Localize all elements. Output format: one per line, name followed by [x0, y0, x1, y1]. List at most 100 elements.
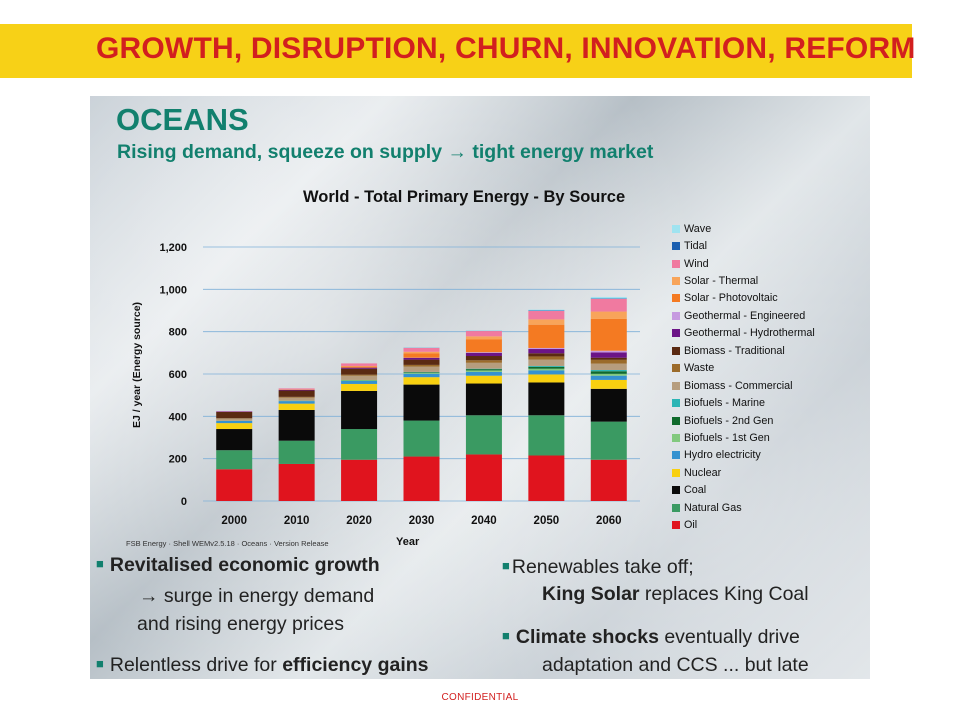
legend-label: Wave	[684, 222, 712, 235]
bar-segment	[278, 409, 315, 441]
bar-segment	[465, 415, 502, 455]
bar-segment	[403, 351, 440, 354]
bullet-square-icon: ■	[502, 558, 510, 573]
bar-segment	[590, 363, 627, 370]
energy-bar-chart: 0 200 400 600 800 1,000 1,200 2000 2010 2020 2030 2…	[131, 242, 640, 548]
legend-swatch	[672, 224, 680, 233]
bar-segment	[528, 370, 565, 375]
x-axis-label: Year	[396, 536, 420, 548]
bullet-efficiency-text: Relentless drive for	[109, 654, 283, 676]
legend-swatch	[672, 521, 680, 530]
bar-segment	[216, 429, 253, 451]
x-tick-label: 2050	[534, 515, 560, 527]
bar-segment	[465, 375, 502, 384]
climate-shocks-rest: eventually drive	[658, 626, 800, 648]
chart-source-note: FSB Energy · Shell WEMv2.5.18 · Oceans ·…	[126, 539, 329, 548]
bar-segment	[528, 347, 565, 350]
legend-swatch	[672, 468, 680, 477]
bar-segment	[590, 375, 627, 380]
bar-segment	[403, 377, 440, 385]
legend-item: Geothermal - Engineered	[672, 307, 815, 324]
bullet-growth-line2: → surge in energy demand	[139, 585, 375, 607]
bar-segment	[278, 396, 315, 398]
legend-label: Nuclear	[684, 466, 722, 479]
bar-segment	[278, 463, 315, 501]
bar-segment	[403, 372, 440, 373]
legend-label: Biomass - Traditional	[684, 344, 785, 357]
bar-segment	[465, 370, 502, 372]
y-tick-label: 1,200	[159, 242, 187, 254]
bullet-growth-bold: Revitalised economic growth	[109, 554, 380, 576]
legend-label: Geothermal - Hydrothermal	[684, 327, 815, 340]
bar-segment	[590, 459, 627, 501]
king-solar-bold: King Solar	[542, 583, 640, 605]
bar-segment	[216, 469, 253, 501]
legend-swatch	[672, 451, 680, 460]
bar-segment	[590, 421, 627, 460]
bar-segment	[590, 298, 627, 312]
bar-segment	[341, 366, 378, 368]
bar-segment	[216, 411, 253, 419]
legend-swatch	[672, 503, 680, 512]
bar-segment	[465, 339, 502, 353]
scenario-subtitle: Rising demand, squeeze on supply → tight…	[117, 141, 654, 163]
bar-segment	[465, 360, 502, 363]
bar-segment	[216, 450, 253, 470]
bar-segment	[278, 388, 315, 390]
legend-label: Geothermal - Engineered	[684, 309, 806, 322]
bar-segment	[528, 455, 565, 501]
bar-segment	[528, 310, 565, 320]
bar-segment	[590, 388, 627, 422]
legend-swatch	[672, 416, 680, 425]
x-tick-label: 2030	[409, 515, 435, 527]
legend-item: Solar - Thermal	[672, 272, 815, 289]
king-solar-rest: replaces King Coal	[639, 583, 809, 605]
legend-item: Tidal	[672, 237, 815, 254]
bar-segment	[590, 369, 627, 372]
bar-segment	[341, 374, 378, 376]
legend-item: Waste	[672, 360, 815, 377]
bar-segment	[590, 296, 627, 299]
bar-segment	[465, 352, 502, 357]
bar-segment	[403, 359, 440, 365]
bar-segment	[590, 379, 627, 389]
bar-segment	[341, 429, 378, 460]
bar-segment	[216, 418, 253, 421]
legend-swatch	[672, 364, 680, 373]
legend-label: Hydro electricity	[684, 449, 761, 462]
bar-segment	[590, 373, 627, 376]
legend-label: Waste	[684, 362, 715, 375]
y-tick-label: 200	[169, 454, 187, 466]
bullet-climate-line2: adaptation and CCS ... but late	[542, 654, 809, 676]
bar-segment	[341, 363, 378, 366]
bullet-efficiency: ■ Relentless drive for efficiency gains	[96, 654, 429, 676]
legend-swatch	[672, 259, 680, 268]
bullet-renewables-text: Renewables take off;	[511, 556, 694, 578]
bar-segment	[278, 389, 315, 391]
bullet-growth: ■ Revitalised economic growth	[96, 554, 380, 576]
legend-swatch	[672, 277, 680, 286]
legend-item: Natural Gas	[672, 499, 815, 516]
bullet-renewables: ■ Renewables take off;	[502, 556, 694, 578]
legend-label: Coal	[684, 484, 707, 497]
bar-segment	[528, 319, 565, 325]
bar-segment	[465, 371, 502, 376]
bar-segment	[278, 403, 315, 410]
bar-segment	[403, 373, 440, 378]
legend-label: Solar - Thermal	[684, 275, 759, 288]
bar-segment	[465, 362, 502, 369]
bullet-square-icon: ■	[96, 656, 104, 671]
chart-legend: Wave Tidal Wind Solar - Thermal Solar - Phot…	[672, 220, 815, 534]
legend-item: Geothermal - Hydrothermal	[672, 325, 815, 342]
bar-segment	[216, 420, 253, 424]
bar-segment	[403, 384, 440, 421]
scenario-name: OCEANS	[116, 102, 249, 137]
legend-swatch	[672, 399, 680, 408]
title-banner	[0, 24, 912, 78]
bar-segment	[403, 347, 440, 352]
legend-label: Biofuels - 1st Gen	[684, 431, 770, 444]
slide-title: GROWTH, DISRUPTION, CHURN, INNOVATION, R…	[96, 32, 916, 65]
bar-segment	[341, 367, 378, 369]
legend-item: Biofuels - 1st Gen	[672, 429, 815, 446]
bar-segment	[278, 390, 315, 397]
